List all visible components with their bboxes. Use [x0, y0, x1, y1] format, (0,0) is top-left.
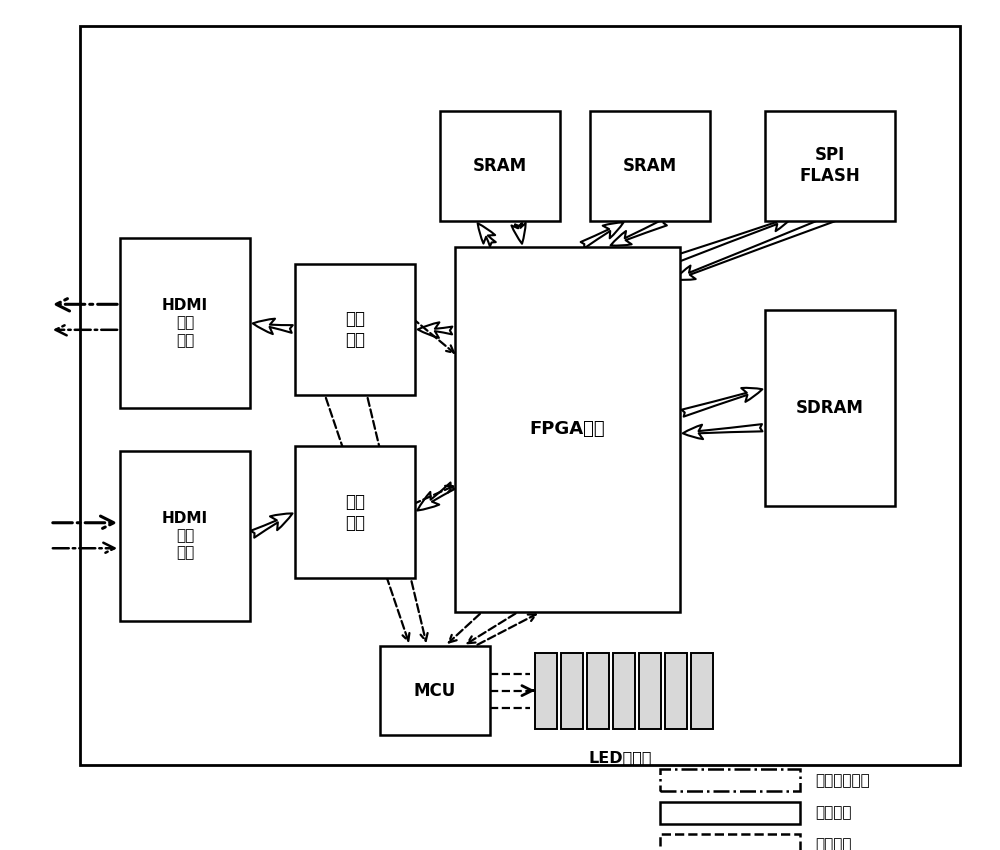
FancyBboxPatch shape: [660, 769, 800, 791]
FancyBboxPatch shape: [295, 446, 415, 578]
Text: SRAM: SRAM: [623, 156, 677, 175]
Text: SRAM: SRAM: [473, 156, 527, 175]
Text: FPGA模块: FPGA模块: [530, 420, 605, 439]
FancyBboxPatch shape: [765, 310, 895, 506]
Bar: [587, 653, 609, 729]
Bar: [561, 653, 583, 729]
Bar: [535, 653, 557, 729]
FancyBboxPatch shape: [660, 802, 800, 824]
FancyBboxPatch shape: [455, 246, 680, 612]
FancyBboxPatch shape: [590, 110, 710, 221]
Text: MCU: MCU: [414, 682, 456, 700]
FancyBboxPatch shape: [295, 264, 415, 395]
Text: HDMI
输出
接口: HDMI 输出 接口: [162, 298, 208, 348]
FancyBboxPatch shape: [660, 834, 800, 850]
Text: 内部控制: 内部控制: [815, 837, 852, 850]
FancyBboxPatch shape: [120, 450, 250, 620]
FancyBboxPatch shape: [765, 110, 895, 221]
Text: LED状态灯: LED状态灯: [588, 750, 652, 765]
Bar: [639, 653, 661, 729]
FancyBboxPatch shape: [440, 110, 560, 221]
FancyBboxPatch shape: [380, 646, 490, 735]
Text: SPI
FLASH: SPI FLASH: [800, 146, 860, 185]
Text: 解码
芯片: 解码 芯片: [345, 493, 365, 531]
Text: 外部输入输出: 外部输入输出: [815, 773, 870, 788]
Bar: [691, 653, 713, 729]
Bar: [665, 653, 687, 729]
FancyBboxPatch shape: [120, 238, 250, 408]
Bar: [613, 653, 635, 729]
Text: HDMI
输入
接口: HDMI 输入 接口: [162, 511, 208, 560]
FancyBboxPatch shape: [80, 26, 960, 765]
Text: SDRAM: SDRAM: [796, 399, 864, 417]
Text: 编码
芯片: 编码 芯片: [345, 310, 365, 348]
Text: 内部数据: 内部数据: [815, 805, 852, 820]
